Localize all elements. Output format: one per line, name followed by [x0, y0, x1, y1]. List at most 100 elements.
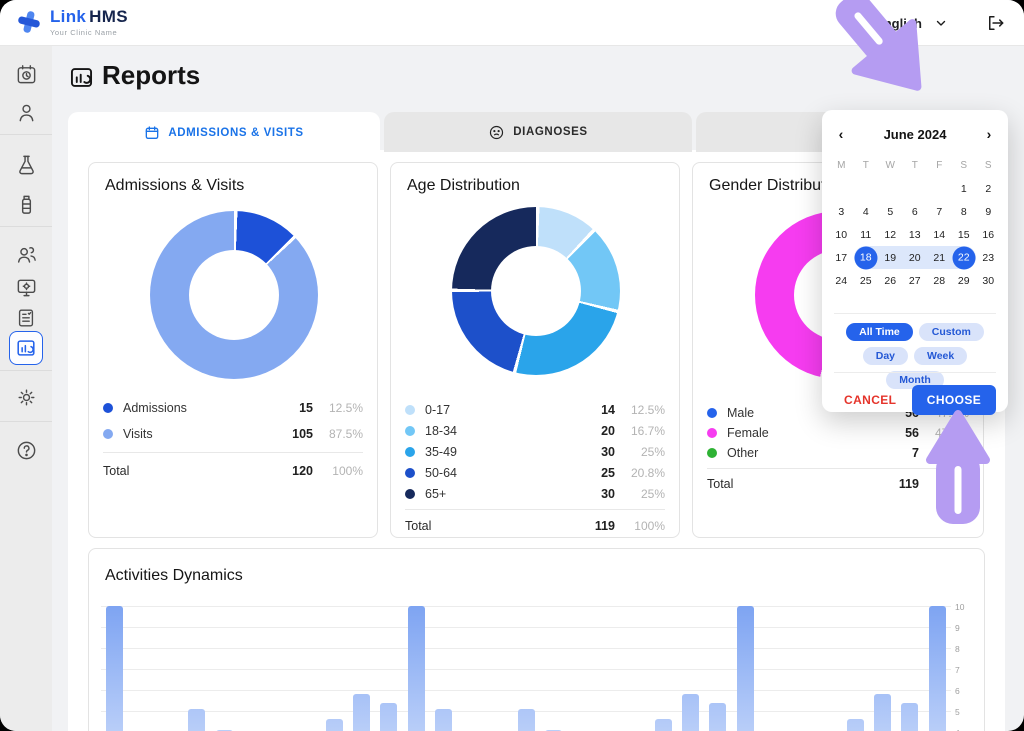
- calendar-day[interactable]: 21: [927, 246, 952, 269]
- brand-logo[interactable]: Link HMS Your Clinic Name: [16, 7, 128, 37]
- legend-total-row: Total 120 100%: [103, 458, 363, 484]
- quick-range-day[interactable]: Day: [862, 347, 908, 365]
- legend-dot-icon: [707, 448, 717, 458]
- gridline: [101, 648, 951, 649]
- legend-dot-icon: [405, 467, 415, 478]
- legend-row: 35-49 30 25%: [405, 441, 665, 462]
- selected-day[interactable]: 18: [854, 246, 878, 269]
- sidebar: [0, 46, 52, 731]
- calendar-day[interactable]: 14: [933, 228, 946, 241]
- legend-percent: 12.5%: [328, 401, 363, 415]
- chevron-down-icon[interactable]: [934, 16, 948, 30]
- settings-gear-icon: [15, 386, 38, 409]
- activity-bar[interactable]: [846, 719, 864, 731]
- legend-label: 35-49: [425, 444, 457, 459]
- activity-bar[interactable]: [928, 606, 946, 731]
- sidebar-item-settings[interactable]: [9, 380, 43, 414]
- legend-value: 15: [299, 401, 313, 415]
- calendar-day[interactable]: 15: [957, 228, 970, 241]
- activity-bar[interactable]: [901, 702, 919, 731]
- y-axis-tick-label: 5: [955, 707, 960, 717]
- calendar-day[interactable]: 26: [884, 274, 897, 287]
- calendar-day[interactable]: 18: [853, 246, 878, 269]
- calendar-day[interactable]: 29: [957, 274, 970, 287]
- calendar-day[interactable]: 6: [911, 205, 918, 218]
- total-value: 120: [292, 464, 313, 478]
- total-label: Total: [707, 477, 734, 491]
- cancel-button[interactable]: CANCEL: [844, 393, 897, 407]
- sidebar-item-staff[interactable]: [9, 237, 43, 271]
- activity-bar[interactable]: [544, 729, 562, 731]
- card-activities-dynamics: Activities Dynamics 10 9 8 7 6 5 4: [88, 548, 985, 731]
- calendar-day[interactable]: 4: [862, 205, 869, 218]
- activity-bar[interactable]: [407, 606, 425, 731]
- calendar-day[interactable]: 28: [933, 274, 946, 287]
- calendar-day[interactable]: 24: [835, 274, 848, 287]
- calendar-day[interactable]: 11: [860, 228, 872, 241]
- calendar-day[interactable]: 16: [982, 228, 995, 241]
- legend-percent: 20.8%: [630, 465, 665, 480]
- brand-name-primary: Link: [50, 7, 87, 26]
- legend-dot-icon: [103, 403, 113, 413]
- activity-bar[interactable]: [873, 694, 891, 731]
- globe-icon: [844, 14, 863, 33]
- activity-bar[interactable]: [517, 708, 535, 731]
- activity-bar[interactable]: [709, 702, 727, 731]
- tab-diagnoses[interactable]: DIAGNOSES: [384, 112, 692, 152]
- calendar-day[interactable]: 1: [960, 182, 967, 195]
- sidebar-item-pharmacy[interactable]: [9, 187, 43, 221]
- logout-icon[interactable]: [986, 13, 1006, 33]
- sidebar-item-schedule[interactable]: [9, 57, 43, 91]
- activity-bar[interactable]: [215, 729, 233, 731]
- activity-bar[interactable]: [435, 708, 453, 731]
- calendar-day[interactable]: 2: [985, 182, 992, 195]
- selected-day[interactable]: 22: [952, 246, 976, 269]
- calendar-day[interactable]: 20: [902, 246, 927, 269]
- sidebar-item-billing[interactable]: [9, 301, 43, 335]
- language-selector[interactable]: English: [875, 15, 922, 31]
- calendar-day[interactable]: 13: [908, 228, 921, 241]
- sidebar-item-patients[interactable]: [9, 95, 43, 129]
- quick-range-all-time[interactable]: All Time: [846, 323, 913, 341]
- calendar-day[interactable]: 5: [887, 205, 894, 218]
- calendar-day[interactable]: 25: [859, 274, 872, 287]
- activity-bar[interactable]: [380, 702, 398, 731]
- calendar-day[interactable]: 30: [982, 274, 995, 287]
- legend-label: 50-64: [425, 465, 457, 480]
- brand-text: Link HMS Your Clinic Name: [50, 7, 128, 37]
- calendar-day[interactable]: 10: [835, 228, 848, 241]
- calendar-day[interactable]: 22: [951, 246, 976, 269]
- activity-bar[interactable]: [654, 719, 672, 731]
- chevron-left-icon[interactable]: ‹: [838, 126, 844, 142]
- activity-bar[interactable]: [736, 606, 754, 731]
- calendar-day[interactable]: 19: [878, 246, 903, 269]
- calendar-day[interactable]: 8: [960, 205, 967, 218]
- tab-admissions-visits[interactable]: ADMISSIONS & VISITS: [68, 112, 380, 154]
- quick-range-custom[interactable]: Custom: [918, 323, 984, 341]
- activity-bar[interactable]: [352, 694, 370, 731]
- sidebar-item-reports[interactable]: [9, 331, 43, 365]
- choose-button[interactable]: CHOOSE: [912, 385, 996, 415]
- calendar-day[interactable]: 7: [936, 205, 943, 218]
- activity-bar[interactable]: [682, 694, 700, 731]
- calendar-day[interactable]: 23: [982, 251, 995, 264]
- calendar-day-empty: [878, 177, 903, 200]
- legend-label: Male: [727, 406, 755, 420]
- sidebar-item-laboratory[interactable]: [9, 147, 43, 181]
- calendar-day[interactable]: 3: [838, 205, 845, 218]
- activity-bar[interactable]: [325, 719, 343, 731]
- calendar-icon: [145, 126, 159, 139]
- calendar-day[interactable]: 17: [835, 251, 848, 264]
- activity-bar[interactable]: [106, 606, 124, 731]
- calendar-day[interactable]: 27: [908, 274, 921, 287]
- activity-bar[interactable]: [188, 708, 206, 731]
- quick-range-week[interactable]: Week: [914, 347, 968, 365]
- chevron-right-icon[interactable]: ›: [986, 126, 992, 142]
- quick-range-month[interactable]: Month: [886, 371, 944, 389]
- calendar-day[interactable]: 12: [884, 228, 897, 241]
- calendar-day[interactable]: 9: [985, 205, 992, 218]
- sidebar-item-help[interactable]: [9, 433, 43, 467]
- sidebar-item-workstation[interactable]: [9, 270, 43, 304]
- legend-percent: 5.9%: [941, 446, 969, 460]
